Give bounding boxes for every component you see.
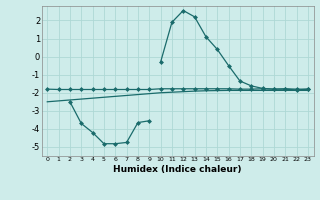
X-axis label: Humidex (Indice chaleur): Humidex (Indice chaleur) <box>113 165 242 174</box>
